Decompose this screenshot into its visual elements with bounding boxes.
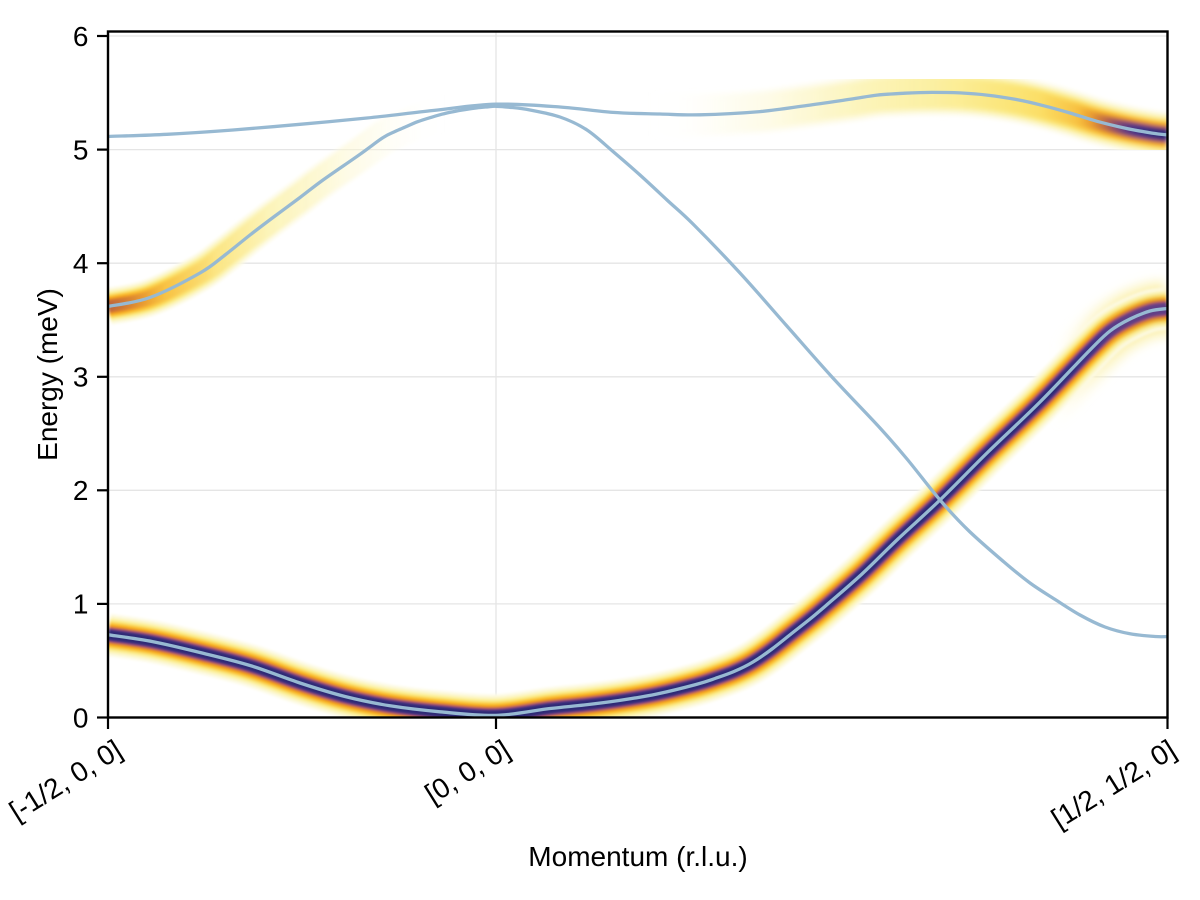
- svg-text:Energy (meV): Energy (meV): [32, 288, 63, 461]
- svg-text:2: 2: [73, 475, 89, 506]
- svg-text:5: 5: [73, 134, 89, 165]
- svg-text:4: 4: [73, 248, 89, 279]
- svg-text:Momentum (r.l.u.): Momentum (r.l.u.): [528, 841, 747, 872]
- svg-text:6: 6: [73, 21, 89, 52]
- svg-text:1: 1: [73, 589, 89, 620]
- svg-text:0: 0: [73, 702, 89, 733]
- svg-text:3: 3: [73, 362, 89, 393]
